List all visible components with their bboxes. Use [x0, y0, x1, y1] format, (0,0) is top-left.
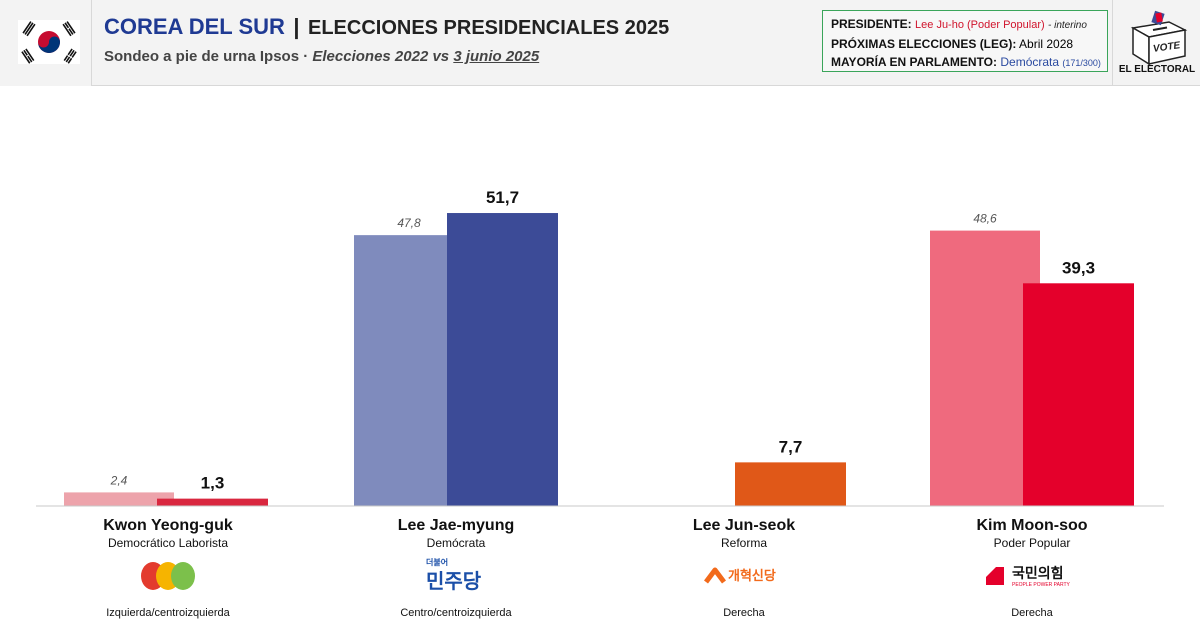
majority-value: Demócrata [1000, 55, 1060, 69]
ballot-text: VOTE [1152, 40, 1181, 55]
candidate-party: Democrático Laborista [107, 536, 229, 550]
logo-small-text: PEOPLE POWER PARTY [1012, 582, 1070, 588]
candidate-ideology: Centro/centroizquierda [400, 607, 512, 619]
data-label-kim-2025: 39,3 [1062, 258, 1095, 277]
ballot-box-icon: VOTE [1130, 10, 1188, 66]
candidate-party: Demócrata [426, 536, 486, 550]
data-label-kwon-2022: 2,4 [110, 473, 128, 487]
bar-kim-2022 [930, 230, 1040, 506]
page-title: COREA DEL SUR | ELECCIONES PRESIDENCIALE… [104, 14, 669, 40]
president-note: - interino [1048, 20, 1087, 31]
data-label-kim-2022: 48,6 [973, 212, 997, 226]
data-label-kwon-2025: 1,3 [201, 474, 225, 493]
candidate-name: Kwon Yeong-guk [103, 517, 233, 534]
logo-text: 개혁신당 [728, 569, 776, 584]
democratic-party-logo-icon: 더불어 민주당 [422, 557, 492, 597]
info-president-row: PRESIDENTE: Lee Ju-ho (Poder Popular) - … [831, 15, 1099, 35]
party-logo-container [48, 557, 288, 597]
candidate-name: Kim Moon-soo [976, 517, 1088, 534]
subtitle-source: Sondeo a pie de urna Ipsos · [104, 48, 313, 65]
candidate-ideology: Derecha [723, 607, 765, 619]
south-korea-flag-icon [18, 20, 80, 64]
reform-party-logo-icon: 개혁신당 [704, 563, 794, 591]
title-separator: | [293, 14, 300, 39]
next-election-value: Abril 2028 [1019, 37, 1074, 51]
majority-seats: (171/300) [1062, 58, 1101, 68]
people-power-logo-icon: 국민의힘 PEOPLE POWER PARTY [982, 559, 1092, 595]
bar-lee-jun-seok-2025 [735, 462, 846, 506]
red-square-icon [986, 567, 1004, 585]
logo-text: 민주당 [426, 569, 482, 593]
logo-small-text: 더불어 [426, 558, 449, 567]
president-key: PRESIDENTE: [831, 17, 912, 31]
data-label-lee-jun-seok-2025: 7,7 [779, 437, 803, 456]
data-label-lee-jae-myung-2025: 51,7 [486, 188, 519, 207]
logo-text: 국민의힘 [1012, 566, 1064, 582]
title-country: COREA DEL SUR [104, 14, 285, 39]
page-subtitle: Sondeo a pie de urna Ipsos · Elecciones … [104, 48, 539, 65]
bar-lee-jae-myung-2025 [447, 213, 558, 506]
candidate-name: Lee Jun-seok [692, 517, 796, 534]
header: COREA DEL SUR | ELECCIONES PRESIDENCIALE… [0, 0, 1200, 86]
bar-chart: 2,4 1,3 47,8 51,7 7,7 48,6 39,3 [36, 188, 1164, 507]
three-circles-logo-icon [141, 562, 195, 590]
bar-kwon-2025 [157, 498, 268, 506]
party-logo-container: 국민의힘 PEOPLE POWER PARTY [912, 557, 1152, 597]
info-majority-row: MAYORÍA EN PARLAMENTO: Demócrata (171/30… [831, 53, 1101, 72]
next-election-key: PRÓXIMAS ELECCIONES (LEG): [831, 37, 1017, 51]
candidate-lee-jun-seok: Lee Jun-seok Reforma 개혁신당 Derecha [624, 516, 864, 619]
chevron-up-icon [704, 567, 726, 584]
president-value: Lee Ju-ho (Poder Popular) [915, 19, 1045, 31]
brand-logo: VOTE EL ELECTORAL [1112, 0, 1200, 86]
bar-lee-jae-myung-2022 [354, 235, 464, 506]
brand-name: EL ELECTORAL [1118, 64, 1196, 75]
candidate-name: Lee Jae-myung [397, 517, 515, 534]
flag-container [0, 0, 92, 86]
candidate-kim-moon-soo: Kim Moon-soo Poder Popular 국민의힘 PEOPLE P… [912, 516, 1152, 619]
candidate-ideology: Izquierda/centroizquierda [106, 607, 230, 619]
info-box: PRESIDENTE: Lee Ju-ho (Poder Popular) - … [822, 10, 1108, 72]
candidate-party: Poder Popular [993, 536, 1071, 550]
subtitle-comparison: Elecciones 2022 vs [312, 48, 454, 65]
bar-kim-2025 [1023, 283, 1134, 506]
info-next-row: PRÓXIMAS ELECCIONES (LEG): Abril 2028 [831, 35, 1099, 53]
bar-kwon-2022 [64, 492, 174, 506]
candidate-kwon: Kwon Yeong-guk Democrático Laborista Izq… [48, 516, 288, 619]
data-label-lee-jae-myung-2022: 47,8 [397, 216, 421, 230]
candidate-lee-jae-myung: Lee Jae-myung Demócrata 더불어 민주당 Centro/c… [336, 516, 576, 619]
candidate-party: Reforma [720, 536, 767, 550]
candidate-ideology: Derecha [1011, 607, 1053, 619]
title-election: ELECCIONES PRESIDENCIALES 2025 [307, 17, 670, 39]
party-logo-container: 더불어 민주당 [336, 557, 576, 597]
party-logo-container: 개혁신당 [624, 557, 864, 597]
subtitle-date: 3 junio 2025 [453, 48, 540, 65]
majority-key: MAYORÍA EN PARLAMENTO: [831, 55, 998, 69]
bars-layer: 2,4 1,3 47,8 51,7 7,7 48,6 39,3 [64, 188, 1134, 506]
